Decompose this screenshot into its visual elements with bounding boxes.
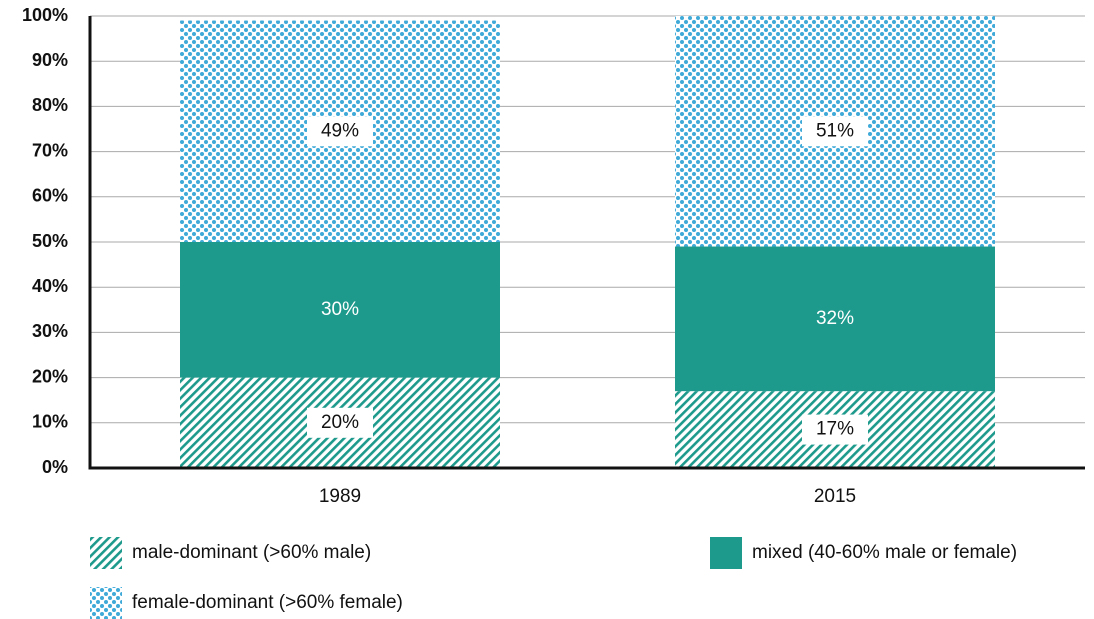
legend-label: male-dominant (>60% male) xyxy=(132,542,371,563)
y-tick-label: 60% xyxy=(32,186,68,206)
value-label: 49% xyxy=(321,120,359,141)
legend-label: mixed (40-60% male or female) xyxy=(752,542,1017,563)
label-box xyxy=(307,407,373,438)
value-label: 32% xyxy=(816,308,854,329)
y-tick-label: 20% xyxy=(32,366,68,386)
y-tick-label: 30% xyxy=(32,321,68,341)
legend-swatch xyxy=(90,587,122,619)
label-box xyxy=(307,116,373,147)
x-tick-label: 2015 xyxy=(814,486,856,507)
value-label: 17% xyxy=(816,419,854,440)
label-box xyxy=(802,116,868,147)
label-box xyxy=(802,414,868,445)
y-tick-label: 90% xyxy=(32,50,68,70)
bar-segment xyxy=(180,242,500,378)
y-tick-label: 40% xyxy=(32,276,68,296)
x-tick-label: 1989 xyxy=(319,486,361,507)
value-label: 30% xyxy=(321,299,359,320)
y-tick-label: 70% xyxy=(32,140,68,160)
legend-swatch xyxy=(90,537,122,569)
bar-segment xyxy=(675,246,995,392)
value-label: 20% xyxy=(321,412,359,433)
legend-swatch xyxy=(710,537,742,569)
y-tick-label: 10% xyxy=(32,412,68,432)
legend-label: female-dominant (>60% female) xyxy=(132,592,403,613)
y-tick-label: 80% xyxy=(32,95,68,115)
value-label: 51% xyxy=(816,120,854,141)
y-tick-label: 0% xyxy=(42,457,68,477)
y-tick-label: 50% xyxy=(32,231,68,251)
y-tick-label: 100% xyxy=(22,5,68,25)
